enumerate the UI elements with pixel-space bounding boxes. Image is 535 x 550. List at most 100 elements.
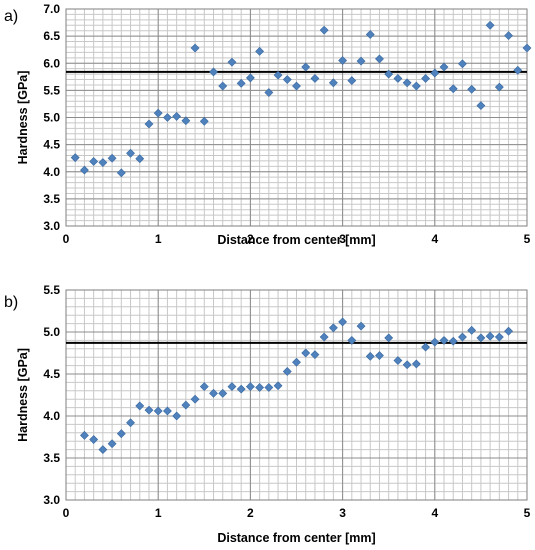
data-point — [319, 332, 329, 342]
data-point — [485, 20, 495, 30]
data-point — [126, 418, 135, 428]
data-point — [126, 148, 135, 158]
data-point — [411, 81, 421, 91]
panel-a-points — [70, 20, 532, 178]
data-point — [347, 335, 357, 345]
y-tick-label: 5.0 — [43, 325, 60, 339]
y-tick-label: 6.0 — [43, 56, 60, 70]
panel-a-label: a) — [4, 8, 18, 25]
data-point — [89, 157, 99, 166]
data-point — [98, 158, 108, 167]
x-tick-label: 3 — [339, 232, 346, 246]
data-point — [282, 367, 292, 376]
data-point — [255, 383, 265, 392]
data-point — [430, 68, 440, 78]
x-tick-label: 5 — [524, 506, 531, 520]
data-point — [162, 406, 172, 416]
data-point — [199, 382, 209, 392]
data-point — [375, 54, 384, 64]
data-point — [448, 336, 458, 346]
data-point — [70, 153, 80, 163]
data-point — [181, 400, 191, 410]
data-point — [338, 317, 348, 327]
data-point — [328, 78, 338, 88]
panel-b-plot-area — [65, 289, 528, 501]
data-point — [181, 116, 191, 126]
panel-a-x-tick-labels: 0 1 2 3 4 5 — [63, 232, 531, 246]
y-tick-label: 4.0 — [43, 165, 60, 179]
data-point — [162, 113, 172, 122]
data-point — [384, 69, 394, 79]
y-tick-label: 5.0 — [43, 111, 60, 125]
data-point — [485, 331, 495, 341]
panel-b-points — [80, 317, 513, 455]
x-tick-label: 0 — [63, 506, 70, 520]
data-point — [227, 382, 237, 392]
data-point — [476, 333, 486, 343]
data-point — [107, 153, 117, 163]
data-point — [393, 356, 403, 365]
x-tick-label: 1 — [155, 506, 162, 520]
panel-b: b) 3.0 3.5 4.0 4.5 5.0 5.5 0 1 2 3 4 5 Hardness [G… — [4, 283, 531, 545]
data-point — [393, 74, 403, 83]
data-point — [236, 384, 246, 394]
data-point — [522, 43, 532, 53]
data-point — [467, 325, 477, 335]
data-point — [144, 405, 154, 415]
data-point — [402, 78, 412, 88]
data-point — [301, 62, 311, 72]
panel-b-y-axis-label: Hardness [GPa] — [16, 348, 30, 442]
data-point — [264, 383, 274, 392]
data-point — [421, 342, 431, 352]
data-point — [494, 82, 504, 92]
data-point — [209, 388, 218, 398]
data-point — [458, 59, 467, 69]
data-point — [439, 335, 449, 345]
y-tick-label: 5.5 — [43, 283, 60, 297]
data-point — [135, 154, 145, 164]
data-point — [292, 357, 301, 367]
x-tick-label: 1 — [155, 232, 162, 246]
data-point — [347, 76, 357, 86]
data-point — [421, 74, 431, 83]
y-tick-label: 3.5 — [43, 192, 60, 206]
panel-b-minor-grid — [65, 289, 528, 501]
x-tick-label: 5 — [524, 232, 531, 246]
data-point — [411, 359, 421, 369]
data-point — [402, 360, 412, 370]
data-point — [172, 411, 182, 421]
x-tick-label: 2 — [247, 232, 254, 246]
data-point — [273, 381, 283, 391]
data-point — [190, 394, 200, 404]
data-point — [292, 81, 301, 91]
data-point — [328, 323, 338, 333]
data-point — [116, 168, 126, 178]
data-point — [98, 445, 108, 455]
y-tick-label: 7.0 — [43, 2, 60, 16]
data-point — [356, 321, 366, 331]
panel-b-y-tick-labels: 3.0 3.5 4.0 4.5 5.0 5.5 — [43, 283, 60, 507]
x-tick-label: 2 — [247, 506, 254, 520]
x-tick-label: 0 — [63, 232, 70, 246]
panel-b-x-axis-label: Distance from center [mm] — [217, 531, 375, 545]
panel-b-x-tick-labels: 0 1 2 3 4 5 — [63, 506, 531, 520]
data-point — [245, 73, 255, 83]
data-point — [494, 332, 504, 342]
data-point — [236, 78, 246, 88]
panel-b-label: b) — [4, 294, 18, 311]
data-point — [513, 65, 523, 75]
data-point — [365, 351, 375, 361]
data-point — [218, 388, 228, 398]
y-tick-label: 3.0 — [43, 219, 60, 233]
data-point — [116, 429, 126, 439]
data-point — [467, 84, 477, 94]
data-point — [153, 108, 163, 118]
data-point — [209, 67, 218, 77]
data-point — [172, 111, 182, 121]
data-point — [89, 435, 99, 444]
data-point — [153, 406, 163, 416]
data-point — [476, 101, 486, 110]
data-point — [264, 88, 274, 97]
y-tick-label: 6.5 — [43, 29, 60, 43]
